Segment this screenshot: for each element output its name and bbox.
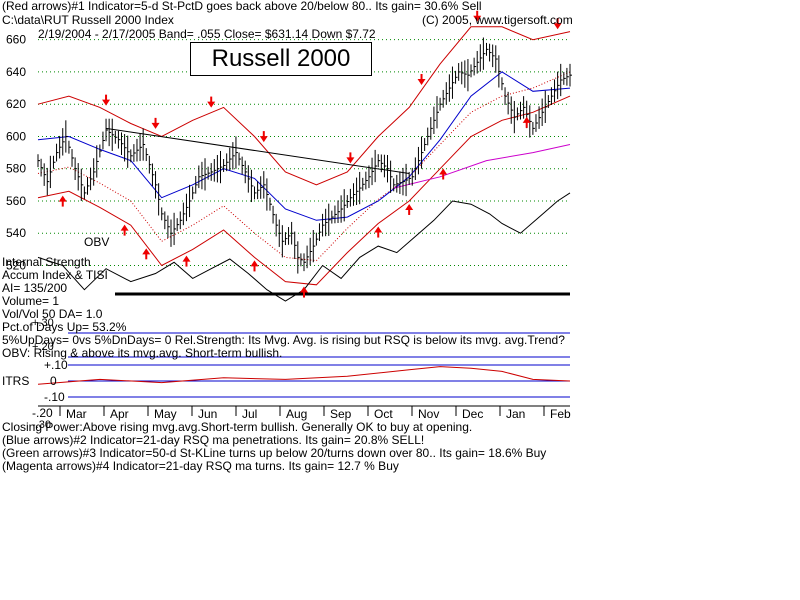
y-tick-620: 620 [6, 97, 26, 111]
up-arrow-head-1 [120, 224, 129, 231]
down-arrow-head-6 [473, 15, 482, 22]
down-arrow-head-2 [207, 101, 216, 108]
header-line-1: (Red arrows)#1 Indicator=5-d St-PctD goe… [2, 0, 482, 13]
itrs-tick-minus10: -.10 [44, 390, 65, 404]
itrs-tick-minus20: -.20 [32, 406, 53, 420]
up-arrow-head-7 [405, 203, 414, 210]
lower-band-line [37, 95, 571, 286]
x-tick-Dec: Dec [462, 407, 483, 421]
x-tick-Nov: Nov [418, 407, 439, 421]
trendline [105, 127, 410, 174]
bollinger-bands [37, 26, 571, 286]
plus20-label: +.20 [32, 341, 54, 353]
y-tick-520: 520 [6, 258, 26, 272]
up-arrow-head-9 [522, 116, 531, 123]
month-x-ticks: Mar Apr May Jun Jul Aug Sep Oct Nov Dec Jan Feb [38, 405, 571, 421]
ma-long-line [393, 144, 571, 189]
down-arrow-head-0 [102, 99, 111, 106]
x-tick-Feb: Feb [550, 407, 571, 421]
x-tick-Jul: Jul [242, 407, 257, 421]
itrs-line [37, 366, 571, 385]
up-arrow-head-8 [439, 168, 448, 175]
price-series [37, 37, 572, 274]
itrs-tick-zero: 0 [50, 374, 57, 388]
footer-magenta-arrows: (Magenta arrows)#4 Indicator=21-day RSQ … [2, 459, 399, 473]
header-copyright: (C) 2005, www.tigersoft.com [422, 13, 573, 27]
down-arrow-head-1 [151, 122, 160, 129]
itrs-label: ITRS [2, 374, 30, 388]
up-arrow-head-4 [250, 260, 259, 267]
obv-note: OBV: Rising & above its mvg.avg. Short-t… [2, 346, 283, 360]
price-y-ticks: 660 640 620 600 580 560 540 520 [6, 33, 26, 273]
y-tick-660: 660 [6, 33, 26, 47]
ma-21-line [37, 71, 571, 221]
pct-days-up: Pct.of Days Up= 53.2% [2, 320, 127, 334]
y-tick-600: 600 [6, 129, 26, 143]
lower-band-dotted [37, 71, 571, 262]
footer-green-arrows: (Green arrows)#3 Indicator=50-d St-KLine… [2, 446, 547, 460]
itrs-tick-plus10: +.10 [44, 358, 68, 372]
updays-summary: 5%UpDays= 0vs 5%DnDays= 0 Rel.Strength: … [2, 333, 565, 347]
obv-line [37, 192, 571, 302]
up-arrow-head-5 [300, 286, 308, 293]
x-tick-Apr: Apr [110, 407, 129, 421]
x-tick-Jun: Jun [198, 407, 217, 421]
signal-arrows [58, 10, 562, 298]
internal-strength-label: Internal Strength [2, 255, 91, 269]
accum-index-label: Accum Index & TISI [2, 268, 108, 282]
y-tick-580: 580 [6, 162, 26, 176]
footer-blue-arrows: (Blue arrows)#2 Indicator=21-day RSQ ma … [2, 433, 425, 447]
ai-value: AI= 135/200 [2, 281, 68, 295]
volume-value: Volume= 1 [2, 294, 60, 308]
vol-vol-value: Vol/Vol 50 DA= 1.0 [2, 307, 103, 321]
down-arrow-head-7 [553, 23, 562, 30]
up-arrow-head-6 [374, 226, 383, 233]
header-file-path: C:\data\RUT Russell 2000 Index [2, 13, 174, 27]
x-tick-Sep: Sep [330, 407, 352, 421]
footer-closing-power: Closing Power:Above rising mvg.avg.Short… [2, 420, 473, 434]
x-tick-Aug: Aug [286, 407, 307, 421]
up-arrow-head-0 [58, 195, 67, 202]
up-arrow-head-3 [182, 255, 191, 262]
down-arrow-head-4 [346, 157, 355, 164]
itrs-panel [37, 332, 571, 398]
x-tick-Mar: Mar [66, 407, 87, 421]
obv-series [37, 192, 571, 302]
y-tick-640: 640 [6, 65, 26, 79]
up-arrow-head-2 [142, 248, 151, 255]
x-tick-Jan: Jan [506, 407, 525, 421]
down-arrow-head-3 [259, 136, 268, 143]
x-tick-May: May [154, 407, 177, 421]
x-tick-Oct: Oct [374, 407, 393, 421]
price-gridlines [38, 39, 570, 266]
chart-title: Russell 2000 [190, 42, 372, 76]
itrs-tick-minus30: -.30 [32, 419, 51, 431]
y-tick-540: 540 [6, 226, 26, 240]
upper-band-line [37, 26, 571, 186]
header-date-range: 2/19/2004 - 2/17/2005 Band= .055 Close= … [38, 27, 376, 41]
y-tick-560: 560 [6, 194, 26, 208]
plus30-label: +.30 [32, 317, 54, 329]
down-arrow-head-5 [417, 79, 426, 85]
obv-label: OBV [84, 235, 110, 249]
